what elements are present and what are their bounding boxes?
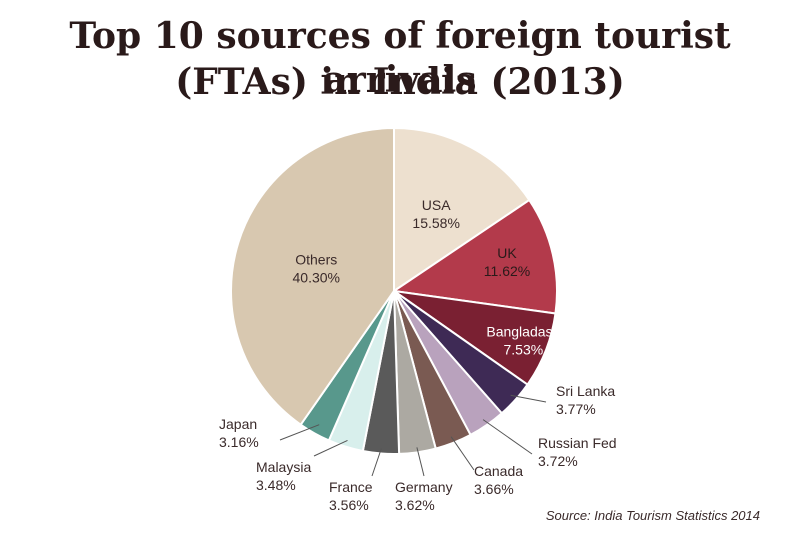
slice-label-france: France [329, 479, 373, 495]
pie-slice-others [230, 126, 395, 427]
pie-slice-usa [393, 126, 531, 293]
slice-label-canada: Canada [474, 463, 523, 479]
leader-line-germany [416, 447, 425, 477]
leader-line-canada [450, 436, 475, 471]
source-note: Source: India Tourism Statistics 2014 [545, 508, 760, 523]
slice-label-malaysia: Malaysia [256, 459, 311, 475]
pie-slice-uk [391, 198, 558, 315]
leader-line-russian-fed [482, 419, 533, 455]
slice-label-sri-lanka: Sri Lanka [556, 383, 615, 399]
leader-line-france [371, 448, 382, 477]
slice-value-sri-lanka: 3.77% [556, 401, 596, 417]
slice-value-others: 40.30% [293, 270, 340, 286]
slice-value-japan: 3.16% [219, 434, 259, 450]
leader-line-sri-lanka [510, 394, 547, 403]
slice-value-canada: 3.66% [474, 481, 514, 497]
slice-value-uk: 11.62% [484, 263, 530, 279]
slice-value-russian-fed: 3.72% [538, 453, 578, 469]
slice-label-germany: Germany [395, 479, 453, 495]
leader-line-malaysia [313, 439, 348, 457]
slice-value-usa: 15.58% [412, 215, 459, 231]
chart-title-line-1: Top 10 sources of foreign tourist arriva… [69, 15, 731, 101]
slice-value-france: 3.56% [329, 497, 369, 513]
slice-label-russian-fed: Russian Fed [538, 435, 617, 451]
slice-value-bangladash: 7.53% [503, 342, 543, 358]
slice-label-uk: UK [497, 245, 517, 261]
slice-label-others: Others [295, 252, 337, 268]
slice-label-bangladash: Bangladash [486, 324, 560, 340]
leader-line-japan [279, 424, 320, 441]
slice-label-japan: Japan [219, 416, 257, 432]
slice-value-malaysia: 3.48% [256, 477, 296, 493]
slice-label-usa: USA [422, 197, 451, 213]
chart-title-line-2: (FTAs) in India (2013) [175, 61, 625, 103]
slice-value-germany: 3.62% [395, 497, 435, 513]
